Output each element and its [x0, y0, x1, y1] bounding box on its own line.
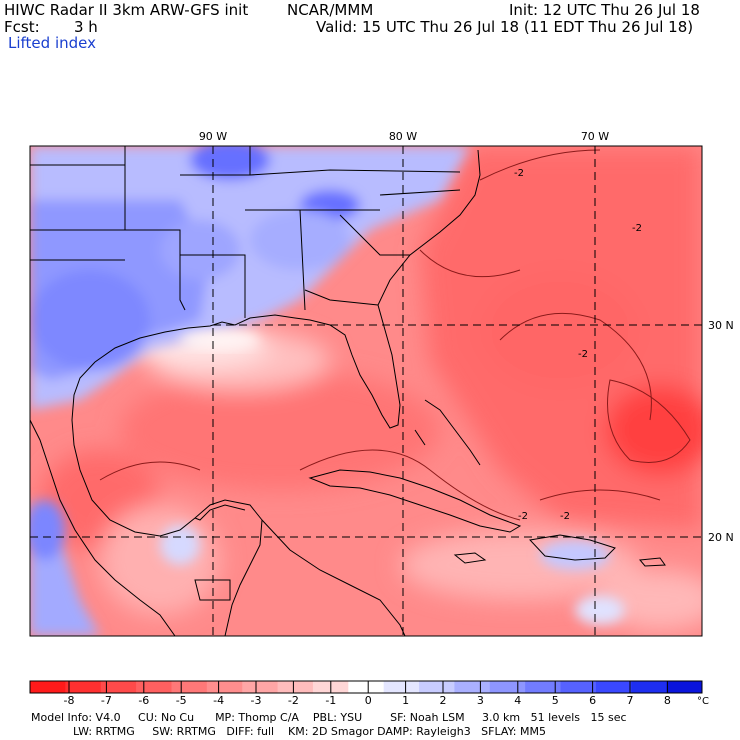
valid-time: Valid: 15 UTC Thu 26 Jul 18 (11 EDT Thu … — [316, 18, 694, 36]
colorbar-cell — [525, 681, 562, 693]
contours — [99, 149, 691, 521]
map-frame — [29, 145, 703, 637]
colorbar-tick-label: -8 — [64, 694, 75, 707]
colorbar-tick-label: -5 — [176, 694, 187, 707]
colorbar-tick-label: 0 — [365, 694, 372, 707]
colorbar-cell — [595, 681, 632, 693]
colorbar-cell — [100, 681, 137, 693]
forecast-label: Fcst: — [4, 18, 40, 36]
colorbar-unit: °C — [697, 696, 709, 707]
lon-label-70w: 70 W — [581, 130, 609, 143]
model-title: HIWC Radar II 3km ARW-GFS init — [4, 1, 249, 19]
latlon-grid — [30, 146, 702, 636]
contour-label: -2 — [560, 511, 570, 522]
colorbar-cell — [65, 681, 102, 693]
contour-label: -2 — [632, 223, 642, 234]
colorbar-cell — [277, 681, 314, 693]
org-label: NCAR/MMM — [287, 1, 374, 19]
colorbar-cell — [631, 681, 668, 693]
colorbar-cells — [30, 681, 703, 693]
colorbar-cell — [171, 681, 208, 693]
colorbar-tick-label: 4 — [514, 694, 521, 707]
colorbar-tick-label: -7 — [101, 694, 112, 707]
colorbar-tick-label: 2 — [440, 694, 447, 707]
field-name: Lifted index — [8, 34, 96, 52]
lon-label-90w: 90 W — [199, 130, 227, 143]
model-info-line1: Model Info: V4.0 CU: No Cu MP: Thomp C/A… — [31, 711, 627, 724]
colorbar-cell — [489, 681, 526, 693]
colorbar-tick-label: 3 — [477, 694, 484, 707]
colorbar-cell — [560, 681, 597, 693]
colorbar-tick-label: -2 — [288, 694, 299, 707]
colorbar-tick-label: 5 — [552, 694, 559, 707]
colorbar-cell — [666, 681, 703, 693]
model-info-line2: LW: RRTMG SW: RRTMG DIFF: full KM: 2D Sm… — [73, 725, 546, 738]
contour-label: -2 — [514, 168, 524, 179]
colorbar-tick-label: 1 — [402, 694, 409, 707]
colorbar-frame — [29, 680, 703, 694]
colorbar-ticks: -8 -7 -6 -5 -4 -3 -2 -1 0 1 2 3 4 5 6 7 8 — [64, 681, 671, 707]
colorbar-cell — [30, 681, 66, 693]
colorbar-cell — [383, 681, 420, 693]
colorbar-cell — [206, 681, 243, 693]
colorbar-cell — [136, 681, 172, 693]
init-time: Init: 12 UTC Thu 26 Jul 18 — [509, 1, 700, 19]
colorbar-tick-label: 8 — [664, 694, 671, 707]
map-field — [30, 146, 702, 636]
contour-label: -2 — [518, 511, 528, 522]
coastlines — [30, 146, 666, 636]
colorbar-cell — [454, 681, 491, 693]
colorbar-tick-label: -6 — [138, 694, 149, 707]
colorbar-tick-label: 6 — [589, 694, 596, 707]
colorbar-cell — [419, 681, 455, 693]
lat-label-30n: 30 N — [708, 319, 734, 332]
colorbar-tick-label: -4 — [213, 694, 224, 707]
colorbar-tick-label: -1 — [325, 694, 336, 707]
colorbar-cell — [242, 681, 279, 693]
colorbar-cell — [348, 681, 385, 693]
colorbar-tick-label: -3 — [251, 694, 262, 707]
colorbar-tick-label: 7 — [627, 694, 634, 707]
contour-label: -2 — [578, 349, 588, 360]
lat-label-20n: 20 N — [708, 531, 734, 544]
lifted-index-map: 90 W 80 W 70 W 30 N 20 N -2 -2 -2 -2 -2 — [29, 130, 734, 637]
lon-label-80w: 80 W — [389, 130, 417, 143]
forecast-hours: 3 h — [74, 18, 98, 36]
